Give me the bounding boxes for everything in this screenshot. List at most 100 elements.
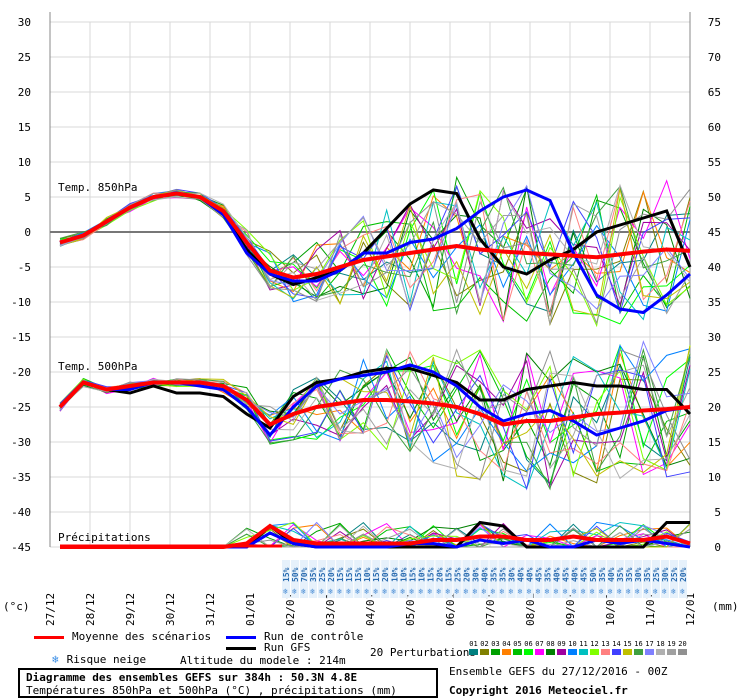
snow-risk-pct: 20% xyxy=(679,567,688,582)
snow-risk-pct: 70% xyxy=(300,567,309,582)
perturbation-id: 17 xyxy=(645,640,654,648)
snow-risk-pct: 35% xyxy=(616,567,625,582)
snowflake-icon: ❄ xyxy=(617,587,622,596)
perturbation-swatch xyxy=(546,649,555,655)
right-tick-label: 65 xyxy=(708,86,721,99)
snow-risk-pct: 20% xyxy=(381,567,390,582)
snowflake-icon: ❄ xyxy=(481,587,486,596)
snow-risk-pct: 15% xyxy=(372,567,381,582)
snow-risk-cell xyxy=(480,560,489,598)
perturbation-id: 08 xyxy=(546,640,555,648)
right-tick-label: 40 xyxy=(708,261,721,274)
snowflake-icon: ❄ xyxy=(436,587,441,596)
snow-risk-cell xyxy=(570,560,579,598)
perturbation-swatch xyxy=(535,649,544,655)
snowflake-icon: ❄ xyxy=(418,587,423,596)
snow-risk-pct: 15% xyxy=(444,567,453,582)
legend-mean: Moyenne des scénarios xyxy=(34,630,211,643)
control-legend-label: Run de contrôle xyxy=(264,630,364,643)
snow-risk-cell xyxy=(417,560,426,598)
snowflake-icon: ❄ xyxy=(391,587,396,596)
ensemble-label: Ensemble GEFS du 27/12/2016 - 00Z xyxy=(449,665,668,678)
snow-risk-cell xyxy=(327,560,336,598)
snow-risk-cell xyxy=(318,560,327,598)
snow-risk-pct: 20% xyxy=(435,567,444,582)
x-tick-label: 05/01 xyxy=(404,593,417,626)
snowflake-icon: ❄ xyxy=(491,587,496,596)
snow-risk-cell xyxy=(345,560,354,598)
snowflake-icon: ❄ xyxy=(427,587,432,596)
snow-risk-pct: 10% xyxy=(390,567,399,582)
left-tick-label: -30 xyxy=(11,436,31,449)
snow-risk-cell xyxy=(507,560,516,598)
snow-risk-cell xyxy=(282,560,291,598)
perturbation-swatch xyxy=(524,649,533,655)
snowflake-icon: ❄ xyxy=(52,653,59,666)
snow-risk-pct: 15% xyxy=(336,567,345,582)
snowflake-icon: ❄ xyxy=(653,587,658,596)
snow-risk-cell xyxy=(435,560,444,598)
right-tick-label: 10 xyxy=(708,471,721,484)
snow-risk-pct: 15% xyxy=(408,567,417,582)
snow-risk-cell xyxy=(606,560,615,598)
snowflake-icon: ❄ xyxy=(509,587,514,596)
snow-risk-cell xyxy=(372,560,381,598)
perturbation-legend-item: 10 xyxy=(567,640,578,655)
snow-risk-cell xyxy=(390,560,399,598)
perturbation-swatch xyxy=(667,649,676,655)
perturbation-swatch xyxy=(568,649,577,655)
snow-risk-cell xyxy=(588,560,597,598)
snow-risk-cell xyxy=(579,560,588,598)
x-tick-label: 03/01 xyxy=(324,593,337,626)
snow-risk-pct: 10% xyxy=(417,567,426,582)
right-tick-label: 55 xyxy=(708,156,721,169)
snowflake-icon: ❄ xyxy=(445,587,450,596)
snow-risk-cell xyxy=(300,560,309,598)
snowflake-icon: ❄ xyxy=(644,587,649,596)
snow-risk-pct: 45% xyxy=(562,567,571,582)
snow-risk-pct: 40% xyxy=(553,567,562,582)
snow-risk-pct: 45% xyxy=(535,567,544,582)
snowflake-icon: ❄ xyxy=(364,587,369,596)
gfs-legend-label: Run GFS xyxy=(264,641,311,654)
snowflake-icon: ❄ xyxy=(454,587,459,596)
snow-risk-cell xyxy=(552,560,561,598)
snow-risk-pct: 15% xyxy=(426,567,435,582)
mean-legend-label: Moyenne des scénarios xyxy=(72,630,212,643)
snow-risk-cell xyxy=(291,560,300,598)
snow-risk-pct: 35% xyxy=(544,567,553,582)
snow-risk-cell xyxy=(615,560,624,598)
snow-risk-pct: 50% xyxy=(589,567,598,582)
left-tick-label: 15 xyxy=(18,121,31,134)
right-tick-label: 45 xyxy=(708,226,721,239)
snow-risk-pct: 25% xyxy=(453,567,462,582)
snow-risk-cell xyxy=(381,560,390,598)
perturbation-swatch xyxy=(634,649,643,655)
snow-risk-cell xyxy=(408,560,417,598)
perturbation-id: 06 xyxy=(524,640,533,648)
perturbation-t500-line xyxy=(59,348,691,470)
mean-line-swatch xyxy=(34,635,64,639)
snowflake-icon: ❄ xyxy=(310,587,315,596)
x-tick-label: 07/01 xyxy=(484,593,497,626)
perturbation-legend-item: 06 xyxy=(523,640,534,655)
x-tick-label: 27/12 xyxy=(44,593,57,626)
left-tick-label: 10 xyxy=(18,156,31,169)
perturbation-legend-item: 04 xyxy=(501,640,512,655)
snowflake-icon: ❄ xyxy=(500,587,505,596)
snowflake-icon: ❄ xyxy=(518,587,523,596)
snowflake-icon: ❄ xyxy=(301,587,306,596)
perturbation-swatch xyxy=(601,649,610,655)
chart-grid xyxy=(49,12,691,548)
left-tick-label: 30 xyxy=(18,16,31,29)
x-tick-label: 28/12 xyxy=(84,593,97,626)
perturbation-t500-line xyxy=(59,344,691,472)
snow-risk-cell xyxy=(561,560,570,598)
perturbation-id: 14 xyxy=(612,640,621,648)
snow-risk-cell xyxy=(660,560,669,598)
right-tick-label: 50 xyxy=(708,191,721,204)
x-tick-label: 11/01 xyxy=(644,593,657,626)
perturbation-legend-item: 02 xyxy=(479,640,490,655)
